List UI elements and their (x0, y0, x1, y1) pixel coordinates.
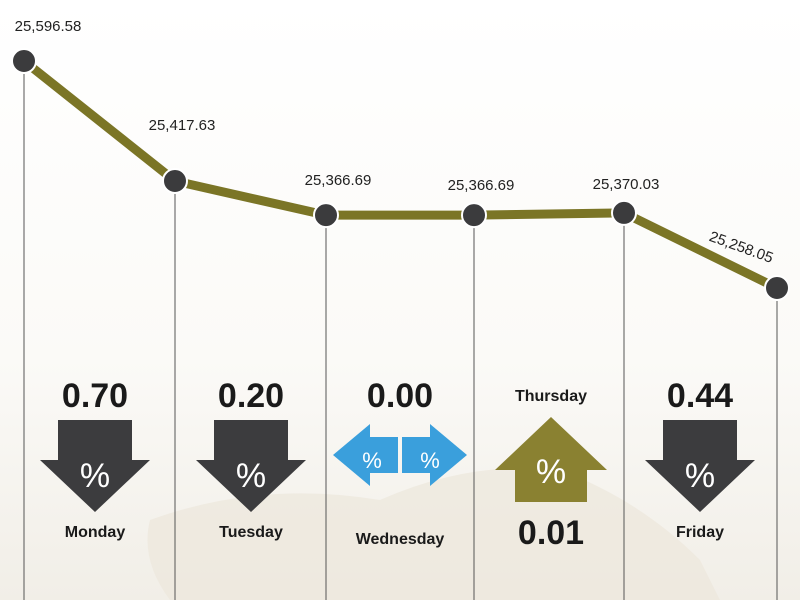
day-label: Tuesday (219, 524, 283, 541)
point (461, 202, 487, 229)
percent-symbol: % (685, 457, 715, 495)
point (611, 199, 637, 226)
day-label: Wednesday (356, 531, 445, 548)
down-arrow (196, 420, 306, 512)
percent-symbol: % (80, 457, 110, 495)
day-label: Monday (65, 524, 126, 541)
day-label: Friday (676, 524, 724, 541)
point (313, 202, 339, 229)
change-value: 0.00 (367, 377, 433, 415)
change-value: 0.44 (667, 377, 733, 415)
right-arrow (402, 424, 467, 486)
down-arrow (40, 420, 150, 512)
change-value: 0.01 (518, 514, 584, 552)
day-label: Thursday (515, 388, 587, 405)
percent-symbol: % (536, 453, 566, 491)
value-label: 25,596.58 (15, 18, 82, 35)
percent-symbol: % (236, 457, 266, 495)
down-arrow (645, 420, 755, 512)
point (764, 275, 790, 301)
value-label: 25,366.69 (305, 172, 372, 189)
up-arrow (495, 417, 607, 502)
point (162, 167, 188, 194)
value-label: 25,370.03 (593, 176, 660, 193)
change-value: 0.20 (218, 377, 284, 415)
left-arrow (333, 424, 398, 486)
percent-symbol: % (362, 448, 382, 473)
percent-symbol: % (420, 448, 440, 473)
index-line (21, 57, 779, 293)
value-label: 25,366.69 (448, 177, 515, 194)
value-label: 25,417.63 (149, 117, 216, 134)
point (11, 48, 37, 74)
change-value: 0.70 (62, 377, 128, 415)
